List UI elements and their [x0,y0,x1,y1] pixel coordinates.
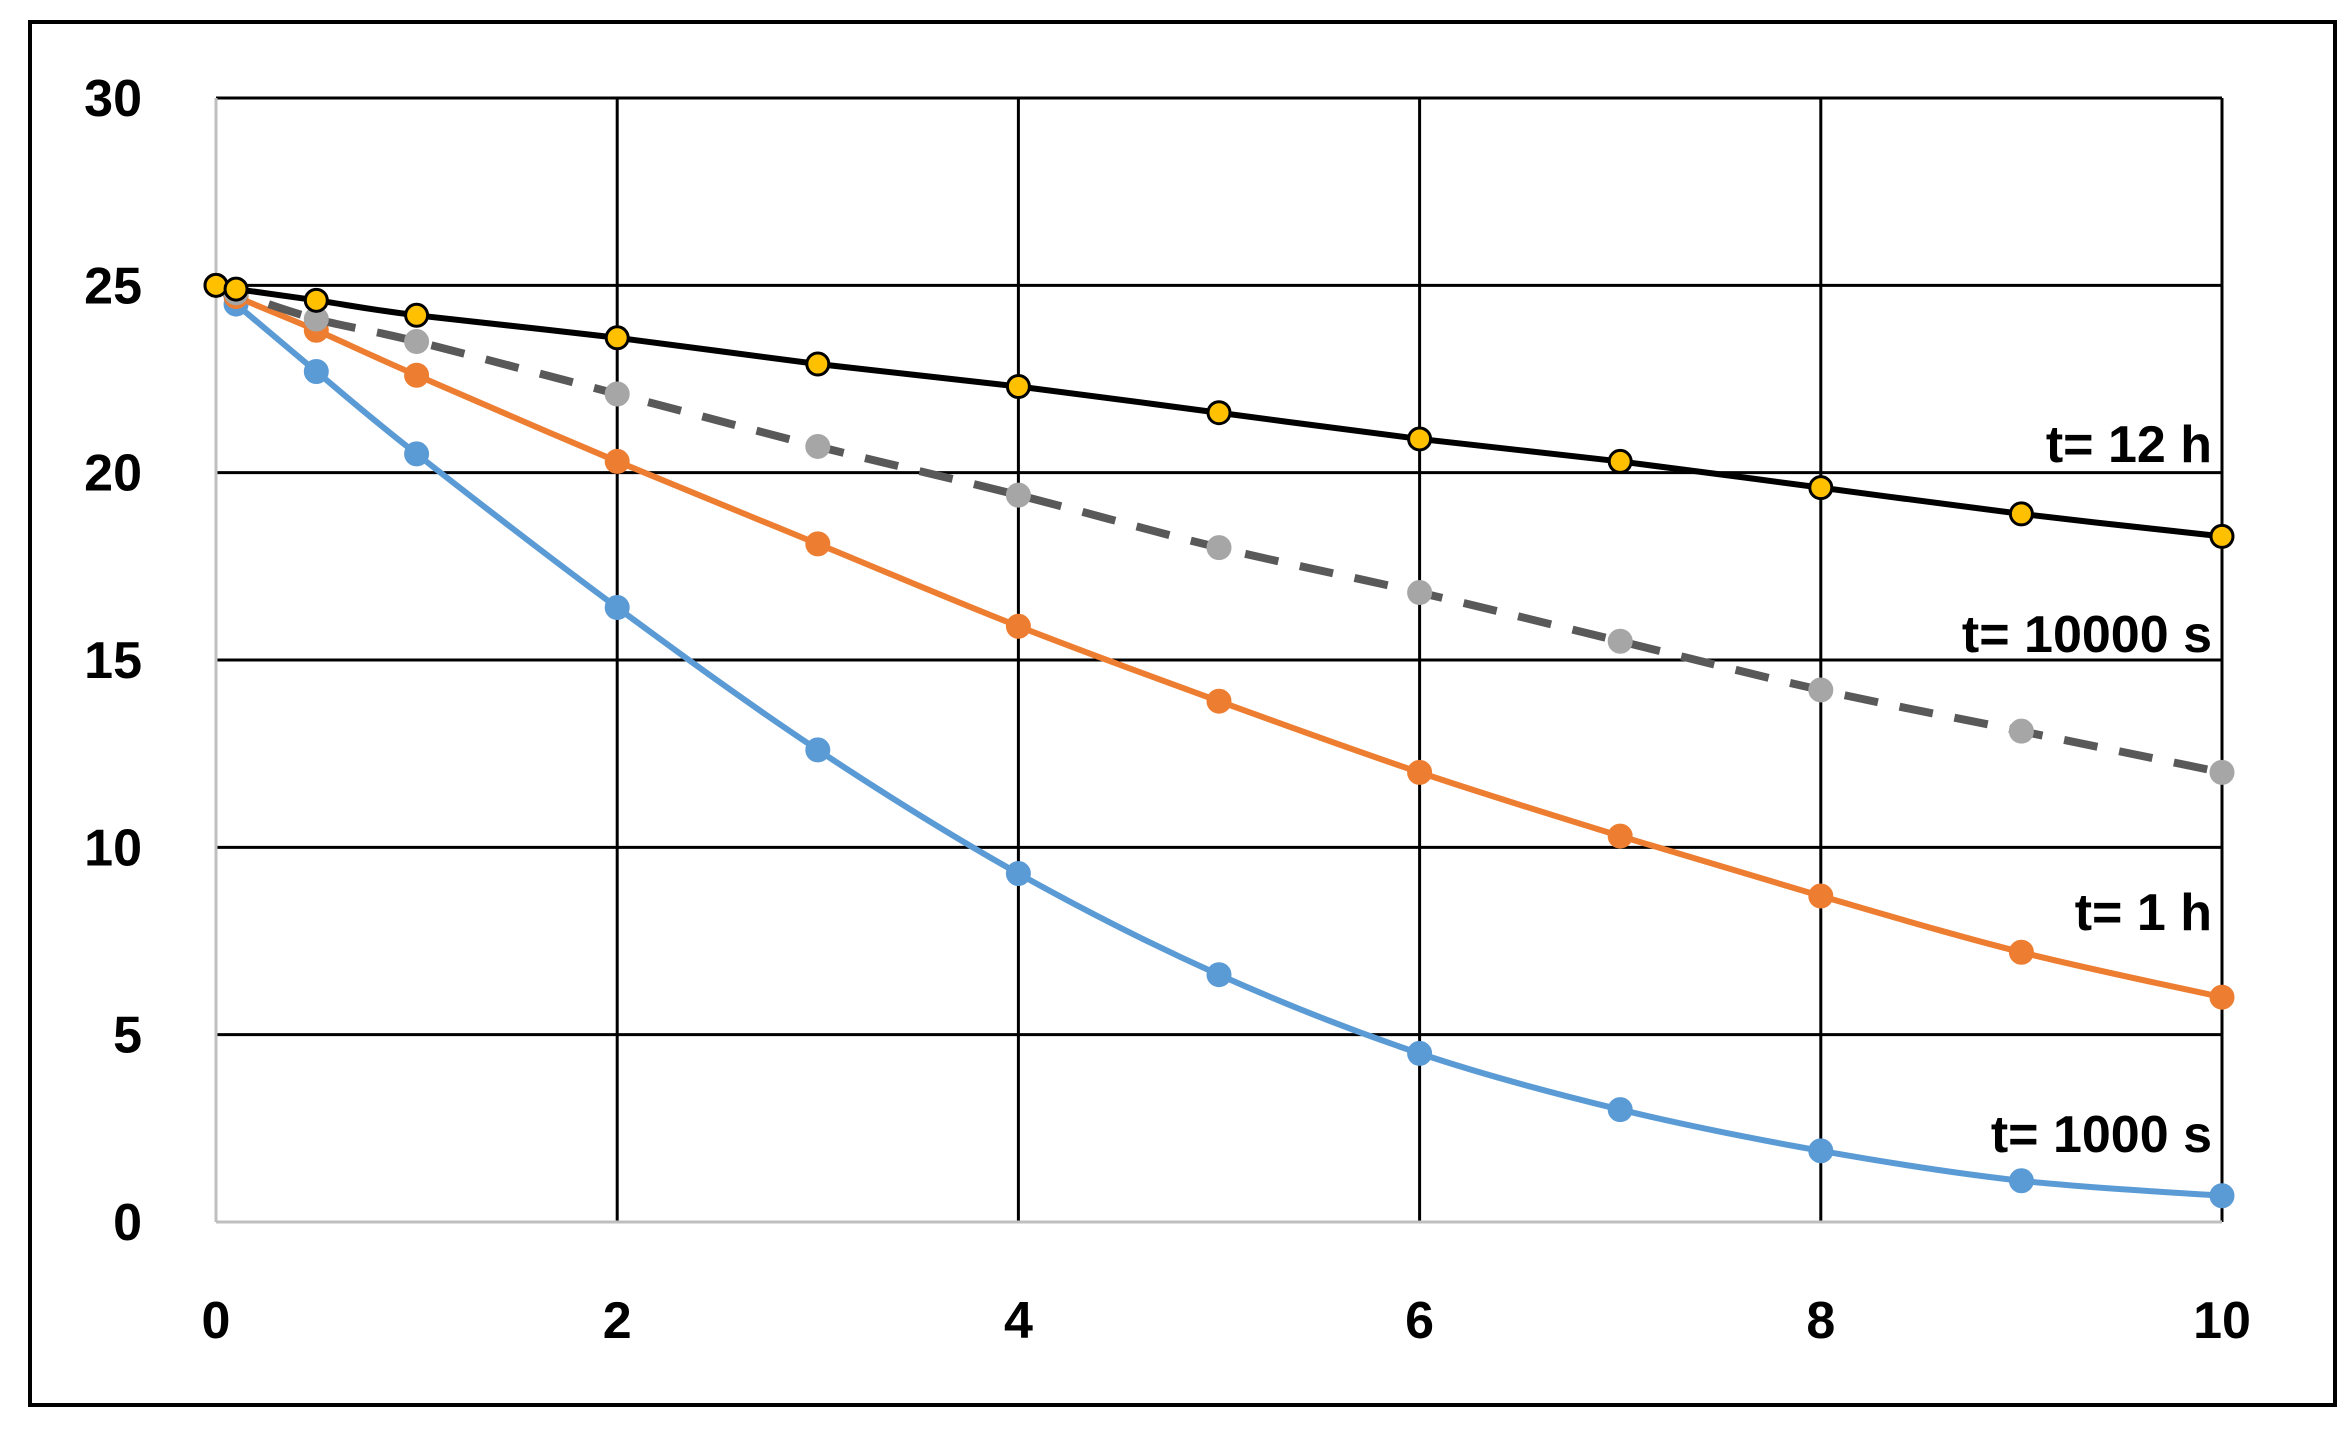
x-tick-label: 8 [1806,1292,1835,1350]
series-labels: t= 12 h t= 10000 s t= 1 h t= 1000 s [1962,416,2212,1164]
data-point-t-10000-s [2209,759,2235,785]
data-point-t-10000-s [1206,535,1232,561]
y-tick-label: 5 [113,1007,142,1065]
chart-border [28,20,2337,1407]
x-tick-label: 6 [1405,1292,1434,1350]
data-point-t-1000-s [2008,1168,2034,1194]
data-point-t-1000-s [604,595,630,621]
series-label: t= 10000 s [1962,606,2212,664]
data-point-t-10000-s [1808,677,1834,703]
data-point-t-1-h [2008,939,2034,965]
series-label: t= 1000 s [1991,1106,2212,1164]
data-point-t-1-h [604,448,630,474]
data-point-t-1000-s [303,359,329,385]
data-point-t-1-h [404,362,430,388]
y-tick-label: 15 [84,632,142,690]
series-layer [203,272,2235,1209]
data-point-t-12-h [1005,373,1031,399]
data-point-t-12-h [604,325,630,351]
data-point-t-12-h [223,276,249,302]
data-point-t-12-h [404,302,430,328]
series-label: t= 1 h [2075,884,2212,942]
data-point-t-12-h [1607,448,1633,474]
data-point-t-1-h [1808,883,1834,909]
data-point-t-10000-s [404,329,430,355]
data-point-t-1-h [2209,984,2235,1010]
data-point-t-12-h [1808,475,1834,501]
x-tick-label: 4 [1004,1292,1033,1350]
data-point-t-10000-s [1407,580,1433,606]
data-point-t-10000-s [1005,482,1031,508]
y-tick-label: 30 [84,70,142,128]
data-point-t-12-h [1407,426,1433,452]
series-label: t= 12 h [2046,416,2212,474]
y-tick-label: 0 [113,1194,142,1252]
data-point-t-1000-s [1407,1040,1433,1066]
data-point-t-12-h [1206,400,1232,426]
data-point-t-10000-s [2008,718,2034,744]
data-point-t-10000-s [604,381,630,407]
y-tick-label: 10 [84,819,142,877]
series-line-t-1-h [214,282,2223,1001]
x-tick-label: 2 [603,1292,632,1350]
y-tick-label: 20 [84,445,142,503]
data-point-t-12-h [2209,523,2235,549]
x-tick-label: 10 [2193,1292,2251,1350]
data-point-t-1-h [1607,823,1633,849]
data-point-t-1000-s [404,441,430,467]
x-tick-label: 0 [202,1292,231,1350]
data-point-t-1-h [1407,759,1433,785]
series-line-t-10000-s [214,281,2223,777]
data-point-t-12-h [203,272,229,298]
data-point-t-1-h [1206,688,1232,714]
data-point-t-1000-s [1206,962,1232,988]
data-point-t-1000-s [805,737,831,763]
data-point-t-10000-s [805,433,831,459]
data-point-t-1-h [1005,613,1031,639]
data-point-t-1000-s [1808,1138,1834,1164]
data-point-t-1000-s [2209,1183,2235,1209]
y-tick-label: 25 [84,257,142,315]
data-point-t-12-h [303,287,329,313]
axis-ticks: 0 5 10 15 20 25 30 0 2 4 6 8 10 [84,70,2251,1350]
data-point-t-1-h [805,531,831,557]
data-point-t-12-h [805,351,831,377]
data-point-t-10000-s [1607,628,1633,654]
grid-lines [216,96,2224,1222]
data-point-t-1000-s [1607,1097,1633,1123]
data-point-t-12-h [2008,501,2034,527]
data-point-t-1000-s [1005,861,1031,887]
series-line-t-12-h [215,282,2223,540]
